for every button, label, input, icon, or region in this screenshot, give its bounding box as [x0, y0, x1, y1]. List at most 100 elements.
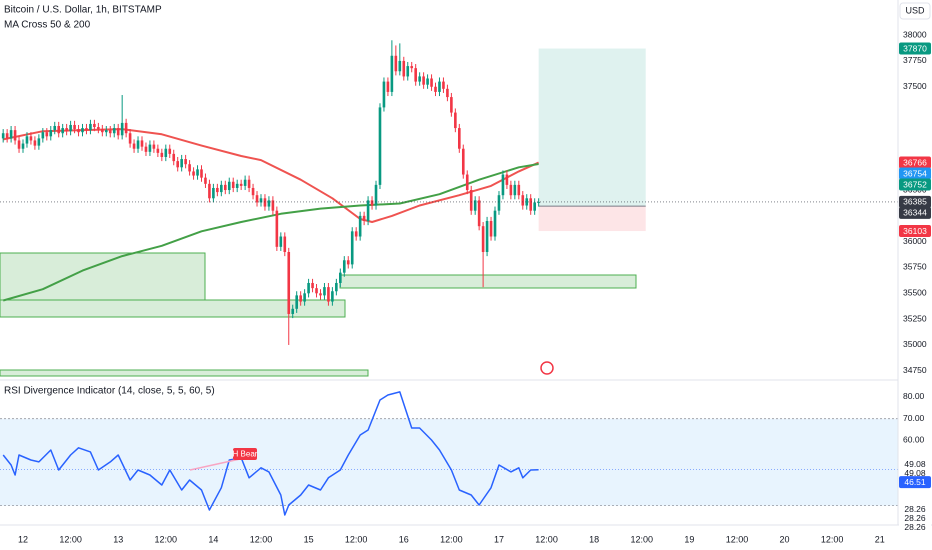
x-tick-label: 12:00: [59, 534, 82, 544]
candle-body: [394, 55, 398, 72]
candle-body: [216, 187, 219, 193]
badge-label: 36103: [903, 226, 927, 236]
candle-body: [481, 226, 485, 252]
badge-label: 49.08: [904, 459, 926, 469]
candle-body: [89, 123, 92, 131]
y-tick-label: 34750: [903, 365, 927, 375]
candle-body: [21, 143, 25, 149]
candle-body: [382, 81, 386, 108]
candle-body: [406, 66, 410, 77]
candle-body: [243, 179, 247, 186]
price-badge: [899, 195, 931, 208]
candle-body: [239, 183, 243, 186]
candle-body: [422, 76, 425, 85]
candle-body: [311, 282, 314, 289]
candle-body: [108, 130, 112, 134]
candle-body: [29, 136, 33, 141]
candle-body: [275, 210, 279, 247]
badge-label: 36385: [903, 197, 927, 207]
x-tick-label: 12:00: [631, 534, 654, 544]
candle-body: [402, 60, 406, 77]
candle-body: [81, 128, 84, 133]
candle-body: [450, 97, 453, 113]
candle-body: [112, 128, 116, 134]
y-tick-label: 35750: [903, 262, 927, 272]
zone: [0, 299, 346, 318]
badge-label: 28.26: [904, 513, 926, 523]
candle-body: [247, 179, 251, 188]
candle-body: [69, 124, 72, 132]
y-tick-label: 35250: [903, 313, 927, 323]
candle-body: [168, 148, 172, 154]
x-tick-label: 12:00: [250, 534, 273, 544]
candle-body: [525, 198, 529, 206]
candle-body: [307, 282, 310, 294]
candle-body: [200, 169, 203, 178]
candle-body: [45, 132, 49, 137]
candle-body: [461, 148, 465, 175]
candle-body: [128, 133, 132, 144]
candle-body: [442, 81, 445, 89]
x-tick-label: 12: [18, 534, 28, 544]
candle-body: [501, 174, 505, 196]
candle-body: [533, 202, 536, 211]
divergence-line: [189, 458, 241, 471]
candle-body: [5, 133, 9, 139]
badge-label: 28.26: [904, 522, 926, 532]
candle-body: [77, 129, 80, 133]
annotation: H Bear: [233, 450, 258, 459]
candle-body: [430, 78, 433, 87]
candle-body: [303, 293, 306, 302]
x-tick-label: 16: [399, 534, 409, 544]
candle-body: [144, 146, 148, 152]
indicator-title: MA Cross 50 & 200: [4, 20, 91, 31]
price-badge: [899, 206, 931, 219]
x-tick-label: 20: [780, 534, 790, 544]
candle-body: [53, 126, 57, 131]
candle-body: [33, 140, 37, 146]
candle-body: [521, 195, 525, 206]
candle-body: [346, 260, 350, 265]
currency[interactable]: USD: [905, 5, 925, 15]
candle-body: [509, 184, 513, 196]
x-tick-label: 12:00: [726, 534, 749, 544]
icon[interactable]: [540, 361, 554, 375]
candle-body: [295, 295, 298, 309]
y-tick-label: 36000: [903, 236, 927, 246]
candle-body: [398, 60, 402, 72]
price-badge: [899, 476, 931, 489]
candle-body: [13, 130, 17, 141]
candle-body: [434, 86, 437, 92]
candle-body: [513, 184, 517, 196]
candle-body: [319, 293, 322, 296]
candle-body: [426, 78, 429, 85]
y-tick-label: 35500: [903, 288, 927, 298]
candle-body: [140, 140, 144, 147]
candle-body: [188, 164, 191, 172]
candle-body: [255, 195, 259, 203]
candle-body: [374, 184, 378, 206]
indicator-title: RSI Divergence Indicator (14, close, 5, …: [4, 386, 215, 397]
candle-body: [378, 107, 382, 185]
candle-body: [116, 128, 120, 136]
candle-body: [227, 181, 231, 191]
candle-body: [1, 133, 5, 139]
badge-label: 36754: [903, 168, 927, 178]
candle-body: [235, 183, 239, 188]
stop-zone: [538, 206, 646, 232]
candle-body: [414, 68, 417, 82]
x-tick-label: 12:00: [535, 534, 558, 544]
candle-body: [465, 174, 469, 191]
currency-box[interactable]: [899, 2, 931, 20]
candle-body: [263, 198, 267, 207]
badge-label: 36752: [903, 179, 927, 189]
candle-body: [327, 287, 330, 302]
candle-body: [57, 126, 61, 134]
candle-body: [160, 152, 164, 157]
candle-body: [104, 130, 108, 133]
badge-label: 49.08: [904, 468, 926, 478]
candle-body: [497, 195, 501, 211]
y-tick-label: 38000: [903, 29, 927, 39]
candle-body: [505, 174, 509, 185]
